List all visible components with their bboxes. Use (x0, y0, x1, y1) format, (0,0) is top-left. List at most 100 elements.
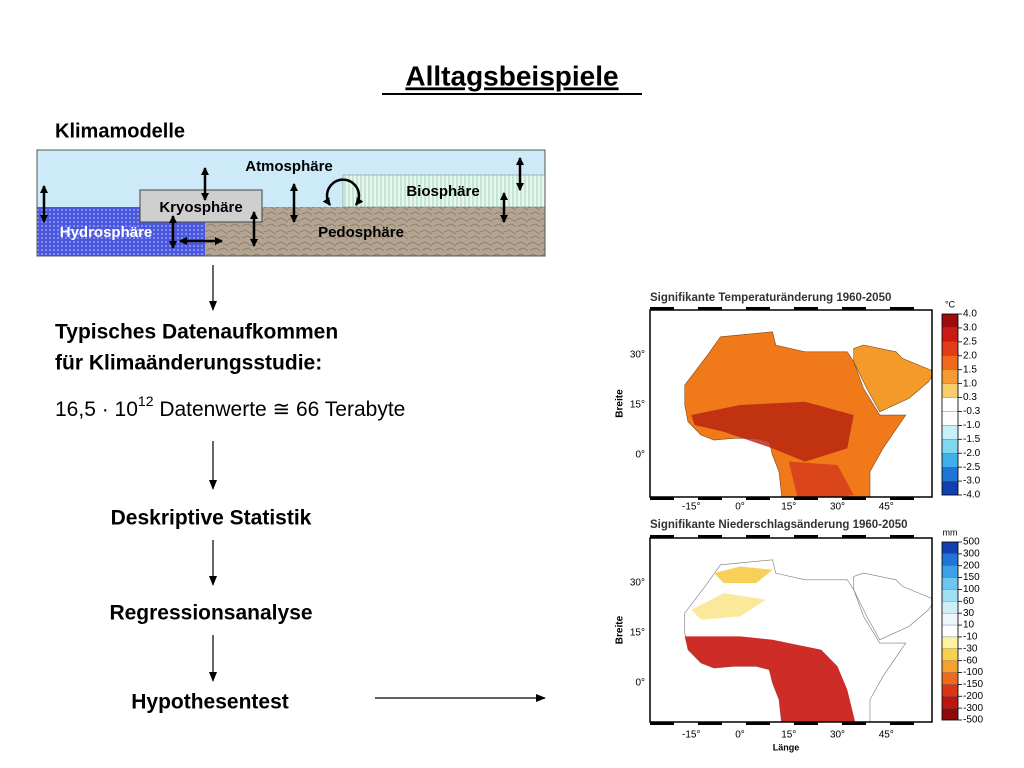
y-tick-label: 30° (630, 578, 645, 589)
frame-tick (698, 722, 722, 725)
hot-zone (788, 461, 854, 497)
colorbar-label: -500 (963, 715, 983, 726)
frame-tick (794, 722, 818, 725)
atmosphere-label: Atmosphäre (245, 158, 333, 175)
dry-zone (714, 566, 773, 584)
colorbar-swatch (941, 411, 959, 426)
map-frame (649, 309, 933, 498)
frame-tick (698, 497, 722, 500)
frame-tick (890, 497, 914, 500)
colorbar-label: 0.3 (963, 392, 977, 403)
colorbar-swatch (941, 453, 959, 468)
biosphere-label: Biosphäre (406, 183, 479, 200)
colorbar-label: -60 (963, 655, 978, 666)
colorbar-label: -30 (963, 643, 978, 654)
colorbar-swatch (941, 355, 959, 370)
colorbar-label: -10 (963, 632, 978, 643)
colorbar-swatch (941, 541, 959, 555)
colorbar-label: 4.0 (963, 309, 977, 320)
colorbar-swatch (941, 660, 959, 673)
cryosphere-label: Kryosphäre (159, 199, 242, 216)
x-tick-label: -15° (682, 730, 700, 741)
colorbar-swatch (941, 696, 959, 709)
map-panel: Signifikante Niederschlagsänderung 1960-… (615, 519, 984, 752)
frame-tick (698, 307, 722, 310)
colorbar-label: 300 (963, 549, 980, 560)
colorbar-label: 30 (963, 608, 975, 619)
colorbar-label: 10 (963, 620, 975, 631)
frame-tick (794, 307, 818, 310)
colorbar-swatch (941, 684, 959, 697)
frame-tick (890, 535, 914, 538)
colorbar-swatch (941, 648, 959, 661)
map-panel: Signifikante Temperaturänderung 1960-205… (615, 292, 981, 513)
map-title: Signifikante Niederschlagsänderung 1960-… (650, 519, 908, 531)
colorbar-swatch (941, 624, 959, 638)
frame-tick (746, 307, 770, 310)
colorbar-label: 2.5 (963, 336, 977, 347)
colorbar-swatch (941, 467, 959, 482)
frame-tick (842, 535, 866, 538)
data-volume-amount: 16,5 · 1012 Datenwerte ≅ 66 Terabyte (55, 393, 405, 421)
colorbar-swatch (941, 425, 959, 440)
frame-tick (650, 307, 674, 310)
colorbar-label: 2.0 (963, 350, 977, 361)
colorbar-swatch (941, 601, 959, 614)
colorbar-swatch (941, 397, 959, 412)
colorbar-frame (941, 541, 959, 721)
colorbar-swatch (941, 553, 959, 566)
dry-zone (684, 636, 856, 722)
colorbar-label: -4.0 (963, 490, 981, 501)
colorbar-swatch (941, 672, 959, 685)
y-axis-label: Breite (615, 389, 626, 418)
y-tick-label: 0° (635, 678, 645, 689)
frame-tick (650, 497, 674, 500)
data-volume-heading: Typisches Datenaufkommen (55, 321, 338, 344)
colorbar-swatch (941, 341, 959, 356)
y-axis-label: Breite (615, 615, 626, 644)
amount-base: 16,5 · 10 (55, 398, 138, 421)
colorbar-label: -2.5 (963, 462, 981, 473)
x-tick-label: -15° (682, 502, 700, 513)
flow-arrows (209, 265, 546, 702)
frame-tick (842, 307, 866, 310)
step: Regressionsanalyse (109, 602, 312, 625)
frame-tick (794, 535, 818, 538)
colorbar-swatch (941, 636, 959, 649)
y-tick-label: 0° (635, 450, 645, 461)
x-tick-label: 15° (781, 502, 796, 513)
colorbar-frame (941, 313, 959, 496)
frame-tick (746, 497, 770, 500)
colorbar-swatch (941, 480, 959, 496)
colorbar-swatch (941, 369, 959, 384)
colorbar-swatch (941, 565, 959, 578)
colorbar-label: 1.5 (963, 364, 977, 375)
x-axis-label: Länge (773, 742, 800, 752)
slide-title: Alltagsbeispiele (405, 60, 618, 91)
colorbar-label: -100 (963, 667, 983, 678)
colorbar-unit: mm (943, 527, 958, 537)
frame-tick (842, 722, 866, 725)
data-volume-heading: für Klimaänderungsstudie: (55, 352, 322, 375)
land (853, 572, 932, 641)
frame-tick (650, 722, 674, 725)
x-tick-label: 45° (879, 502, 894, 513)
colorbar-label: -200 (963, 691, 983, 702)
y-tick-label: 30° (630, 350, 645, 361)
colorbar-swatch (941, 589, 959, 602)
step: Deskriptive Statistik (111, 507, 312, 530)
colorbar-label: -3.0 (963, 476, 981, 487)
colorbar-label: 150 (963, 572, 980, 583)
map-title: Signifikante Temperaturänderung 1960-205… (650, 292, 891, 304)
colorbar-label: -150 (963, 679, 983, 690)
colorbar-label: 60 (963, 596, 975, 607)
x-tick-label: 30° (830, 502, 845, 513)
colorbar-label: -0.3 (963, 406, 981, 417)
colorbar-swatch (941, 577, 959, 590)
y-tick-label: 15° (630, 628, 645, 639)
step: Hypothesentest (131, 691, 289, 714)
map-frame (649, 537, 933, 723)
frame-tick (794, 497, 818, 500)
frame-tick (890, 307, 914, 310)
